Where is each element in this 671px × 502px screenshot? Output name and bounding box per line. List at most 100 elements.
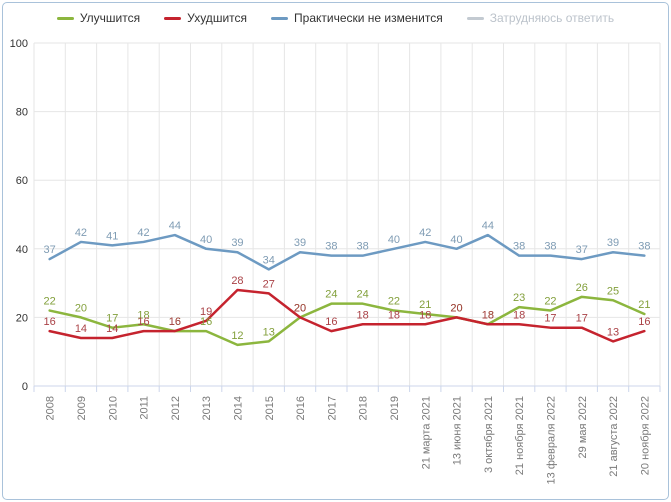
data-label: 38 [325, 241, 337, 253]
data-label: 37 [44, 244, 56, 256]
data-label: 18 [419, 309, 431, 321]
data-label: 18 [482, 309, 494, 321]
data-label: 12 [231, 330, 243, 342]
data-label: 22 [388, 296, 400, 308]
x-axis-label: 29 мая 2022 [577, 396, 589, 458]
legend-label-will-improve: Улучшится [79, 11, 141, 25]
data-label: 18 [357, 309, 369, 321]
data-label: 44 [169, 220, 181, 232]
x-axis-label: 2017 [326, 396, 338, 420]
x-axis-label: 13 июня 2021 [452, 396, 464, 465]
data-label: 20 [75, 302, 87, 314]
data-label: 16 [325, 316, 337, 328]
x-axis-label: 2015 [264, 396, 276, 420]
y-axis-label: 60 [16, 175, 28, 187]
data-label: 34 [263, 254, 275, 266]
data-label: 25 [607, 285, 619, 297]
data-label: 16 [200, 316, 212, 328]
data-label: 40 [388, 234, 400, 246]
data-label: 39 [231, 237, 243, 249]
legend-label-no-change: Практически не изменится [294, 11, 443, 25]
data-label: 23 [513, 292, 525, 304]
y-axis-label: 100 [10, 38, 28, 50]
data-label: 17 [106, 313, 118, 325]
data-label: 44 [482, 220, 494, 232]
chart-legend: Улучшится Ухудшится Практически не измен… [3, 11, 668, 25]
data-label: 26 [576, 282, 588, 294]
data-label: 13 [607, 326, 619, 338]
data-label: 37 [576, 244, 588, 256]
legend-marker-will-improve-icon [56, 16, 74, 20]
y-axis-label: 20 [16, 312, 28, 324]
x-axis-label: 21 марта 2021 [420, 396, 432, 469]
x-axis-label: 2014 [232, 396, 244, 420]
data-label: 42 [75, 227, 87, 239]
data-label: 19 [200, 306, 212, 318]
data-label: 28 [231, 275, 243, 287]
legend-item-hard-to-answer[interactable]: Затрудняюсь ответить [466, 11, 615, 25]
data-label: 24 [325, 289, 337, 301]
data-label: 20 [450, 302, 462, 314]
series-line-1 [48, 288, 646, 343]
data-label: 21 [638, 299, 650, 311]
data-label: 38 [544, 241, 556, 253]
x-axis-label: 21 ноября 2021 [514, 396, 526, 475]
x-axis-label: 2012 [170, 396, 182, 420]
data-label: 14 [75, 323, 87, 335]
series-line-0 [48, 295, 646, 347]
data-label: 18 [388, 309, 400, 321]
legend-item-will-improve[interactable]: Улучшится [56, 11, 141, 25]
data-label: 14 [106, 323, 118, 335]
data-label: 20 [294, 302, 306, 314]
data-label: 13 [263, 326, 275, 338]
x-axis-label: 2008 [45, 396, 57, 420]
legend-marker-no-change-icon [271, 16, 289, 20]
x-axis-label: 13 февраля 2022 [545, 396, 557, 484]
data-label: 41 [106, 230, 118, 242]
legend-marker-will-worsen-icon [164, 16, 182, 20]
data-label: 17 [544, 313, 556, 325]
data-label: 38 [638, 241, 650, 253]
x-axis-label: 3 октября 2021 [483, 396, 495, 473]
data-label: 16 [44, 316, 56, 328]
x-axis-label: 2009 [76, 396, 88, 420]
x-axis-label: 2013 [201, 396, 213, 420]
x-axis-label: 2019 [389, 396, 401, 420]
data-label: 16 [169, 316, 181, 328]
data-label: 38 [357, 241, 369, 253]
data-label: 16 [137, 316, 149, 328]
data-label: 17 [576, 313, 588, 325]
data-label: 24 [357, 289, 369, 301]
y-axis-label: 80 [16, 107, 28, 119]
data-label: 20 [294, 302, 306, 314]
legend-label-will-worsen: Ухудшится [187, 11, 248, 25]
data-label: 39 [607, 237, 619, 249]
legend-item-no-change[interactable]: Практически не изменится [271, 11, 443, 25]
y-axis-label: 40 [16, 244, 28, 256]
data-label: 18 [482, 309, 494, 321]
data-label: 16 [638, 316, 650, 328]
data-label: 18 [513, 309, 525, 321]
x-axis-label: 2016 [295, 396, 307, 420]
x-axis-label: 21 августа 2022 [608, 396, 620, 477]
data-label: 18 [137, 309, 149, 321]
data-label: 21 [419, 299, 431, 311]
data-label: 38 [513, 241, 525, 253]
data-label: 22 [44, 296, 56, 308]
data-label: 39 [294, 237, 306, 249]
legend-item-will-worsen[interactable]: Ухудшится [164, 11, 247, 25]
data-label: 16 [169, 316, 181, 328]
legend-marker-hard-to-answer-icon [466, 16, 484, 20]
data-label: 40 [450, 234, 462, 246]
data-label: 40 [200, 234, 212, 246]
data-label: 42 [419, 227, 431, 239]
x-axis-label: 2018 [358, 396, 370, 420]
data-label: 27 [263, 278, 275, 290]
legend-label-hard-to-answer: Затрудняюсь ответить [489, 11, 615, 25]
y-axis-label: 0 [22, 381, 28, 393]
x-axis-label: 2011 [139, 396, 151, 420]
x-axis-label: 2010 [107, 396, 119, 420]
data-label: 20 [450, 302, 462, 314]
